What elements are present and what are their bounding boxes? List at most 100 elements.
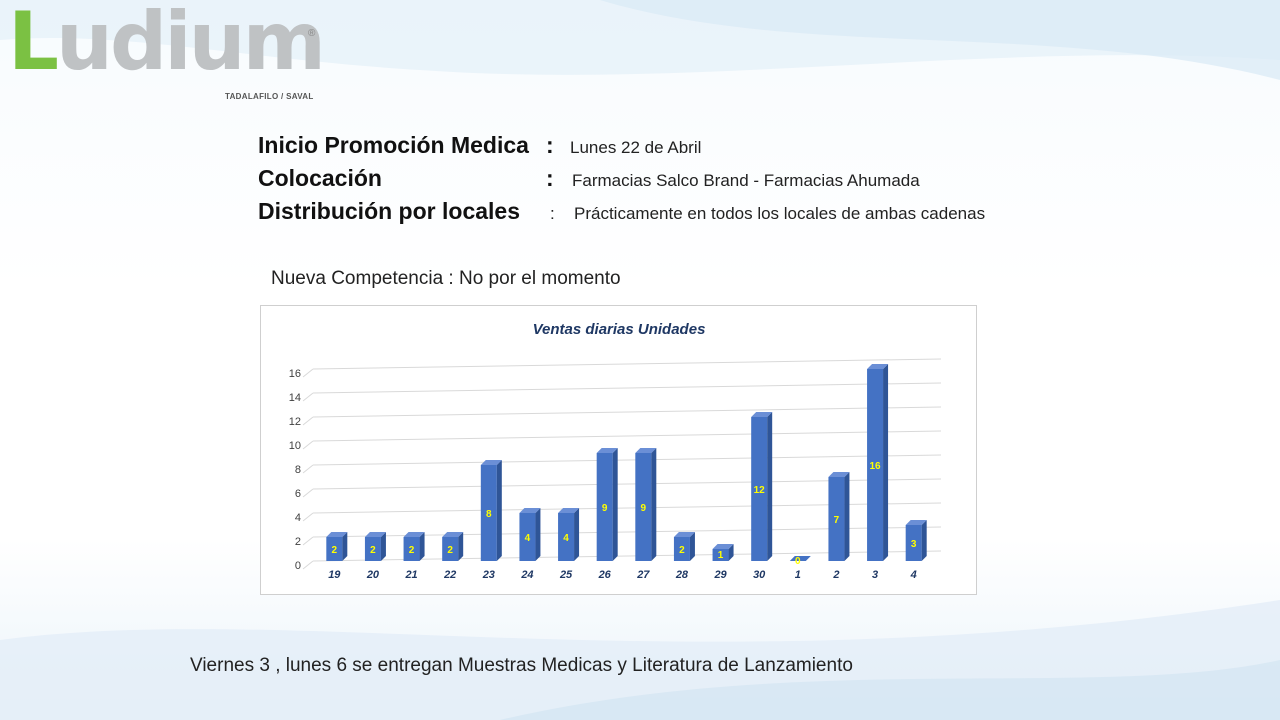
gridline-depth: [302, 392, 314, 402]
bar-front: [751, 417, 768, 561]
bar-front: [480, 465, 497, 561]
bar-front: [364, 537, 381, 561]
bar: 4: [519, 508, 541, 561]
logo-letter-l: L: [8, 0, 59, 88]
nueva-competencia: Nueva Competencia : No por el momento: [271, 268, 621, 289]
bar-side: [883, 364, 889, 561]
bar-top: [326, 532, 348, 537]
bar-side: [767, 412, 773, 561]
data-label: 3: [911, 539, 917, 550]
bar-side: [535, 508, 541, 561]
bar-front: [596, 453, 613, 561]
bar: 2: [403, 532, 425, 561]
bar-top: [442, 532, 464, 537]
footer-note: Viernes 3 , lunes 6 se entregan Muestras…: [190, 655, 853, 676]
bar: 2: [326, 532, 348, 561]
bar-top: [480, 460, 502, 465]
y-tick-label: 14: [289, 392, 301, 404]
info-label: Inicio Promoción Medica: [258, 132, 529, 158]
bar-side: [419, 532, 425, 561]
bar: 9: [596, 448, 618, 561]
logo-wordmark: Ludium: [8, 2, 326, 82]
bar-top: [712, 544, 734, 549]
bar-front: [828, 477, 845, 561]
gridline-depth: [302, 512, 314, 522]
bar-front: [326, 537, 343, 561]
x-tick-label: 19: [328, 569, 341, 581]
bar-top: [403, 532, 425, 537]
x-axis: 19 20 21 22 23 24 25 26 27 28 29 30 1 2 3 4: [328, 569, 917, 581]
chart-bars: 2 2 2 2 8 4 4 9 9 2 1 12 0 7 16 3: [326, 364, 927, 567]
bar: 1: [712, 544, 734, 561]
x-tick-label: 27: [636, 569, 650, 581]
bar-side: [612, 448, 618, 561]
logo-letters-rest: udium: [55, 0, 326, 88]
data-label: 8: [486, 509, 492, 520]
bar-top: [867, 364, 889, 369]
y-tick-label: 6: [295, 488, 301, 500]
bar-top: [596, 448, 618, 453]
x-tick-label: 20: [366, 569, 380, 581]
info-colon: :: [546, 165, 554, 191]
y-axis: 0 2 4 6 8 10 12 14 16: [289, 368, 301, 572]
gridline-depth: [302, 536, 314, 546]
bar: 3: [905, 520, 927, 561]
bar: 2: [364, 532, 386, 561]
data-label: 7: [834, 515, 840, 526]
info-value: Prácticamente en todos los locales de am…: [574, 204, 986, 223]
bar-side: [921, 520, 927, 561]
x-tick-label: 1: [795, 569, 801, 581]
gridline: [312, 382, 942, 394]
data-label: 4: [525, 533, 531, 544]
bar-front: [867, 369, 884, 561]
y-tick-label: 8: [295, 464, 301, 476]
x-tick-label: 26: [598, 569, 612, 581]
gridline-depth: [302, 416, 314, 426]
bar: 7: [828, 472, 850, 561]
bar-side: [380, 532, 386, 561]
bar-top: [558, 508, 580, 513]
bar-front: [905, 525, 922, 561]
gridline: [312, 454, 942, 466]
info-colon: :: [550, 204, 555, 223]
x-tick-label: 22: [443, 569, 456, 581]
bar-front: [442, 537, 459, 561]
data-label: 9: [602, 503, 608, 514]
y-tick-label: 0: [295, 560, 301, 572]
bar-top: [828, 472, 850, 477]
info-value: Farmacias Salco Brand - Farmacias Ahumad…: [572, 171, 920, 190]
bar-flat: [789, 556, 811, 561]
y-tick-label: 2: [295, 536, 301, 548]
y-tick-label: 4: [295, 512, 301, 524]
bar-top: [635, 448, 657, 453]
data-label: 1: [718, 550, 724, 561]
ludium-logo: Ludium ® TADALAFILO / SAVAL: [8, 2, 328, 102]
data-label: 2: [679, 545, 685, 556]
registered-mark: ®: [308, 28, 316, 39]
x-tick-label: 25: [559, 569, 573, 581]
bar-front: [635, 453, 652, 561]
bar: 0: [789, 556, 811, 567]
y-tick-label: 10: [289, 440, 301, 452]
bar-top: [673, 532, 695, 537]
logo-subtitle: TADALAFILO / SAVAL: [225, 92, 314, 101]
info-label: Distribución por locales: [258, 198, 520, 224]
data-label: 2: [332, 545, 338, 556]
x-tick-label: 2: [832, 569, 839, 581]
bar-side: [496, 460, 502, 561]
data-label: 4: [563, 533, 569, 544]
gridline-depth: [302, 440, 314, 450]
bar: 16: [867, 364, 889, 561]
data-label: 2: [370, 545, 376, 556]
bar-side: [728, 544, 734, 561]
gridline-depth: [302, 560, 314, 570]
info-label: Colocación: [258, 165, 382, 191]
bar-side: [844, 472, 850, 561]
bar-side: [458, 532, 464, 561]
x-tick-label: 30: [753, 569, 766, 581]
gridline-depth: [302, 488, 314, 498]
data-label: 9: [641, 503, 647, 514]
